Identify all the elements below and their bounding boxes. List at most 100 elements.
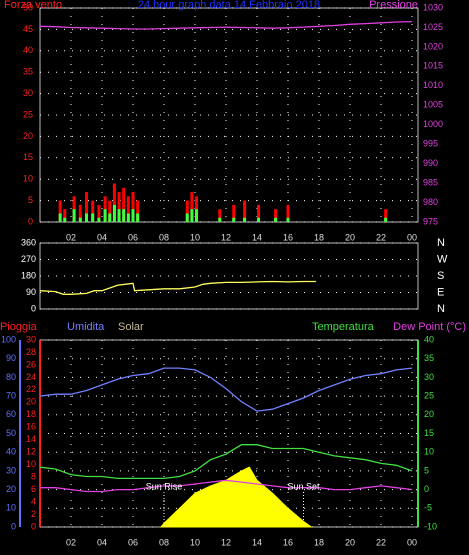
y-axis-title: Pioggia (0, 321, 38, 333)
y-tick-label: 22 (26, 384, 36, 394)
area (159, 466, 313, 528)
bar (117, 209, 121, 222)
x-tick-label: 18 (314, 232, 324, 242)
bar (218, 209, 222, 222)
y-tick-label: 1015 (423, 61, 443, 71)
bar (274, 209, 278, 222)
y-tick-label: 15 (424, 428, 434, 438)
y-tick-label: 20 (23, 131, 33, 141)
x-tick-label: 00 (407, 232, 417, 242)
y-tick-label: 0 (28, 216, 33, 226)
y-tick-label: 14 (26, 434, 36, 444)
x-tick-label: 20 (345, 232, 355, 242)
bar (185, 213, 189, 222)
y-tick-label: 35 (23, 67, 33, 77)
x-tick-label: 04 (97, 537, 107, 547)
y-tick-label: 26 (26, 359, 36, 369)
y-tick-label: 28 (26, 347, 36, 357)
y-tick-label: 180 (21, 270, 36, 280)
bar (218, 217, 222, 222)
bar (85, 213, 88, 222)
y-tick-label: 985 (423, 177, 438, 187)
x-tick-label: 18 (314, 537, 324, 547)
y-tick-label: 1010 (423, 80, 443, 90)
y-tick-label: 30 (424, 372, 434, 382)
bar (232, 217, 236, 222)
bar (126, 213, 130, 222)
y-tick-label: 5 (28, 195, 33, 205)
bar (243, 200, 247, 222)
legend-label: Solar (118, 321, 144, 333)
y-tick-label: 50 (23, 2, 33, 12)
y-tick-label: 18 (26, 409, 36, 419)
y-tick-label: 990 (423, 158, 438, 168)
bar (91, 213, 95, 222)
y-tick-label: 25 (424, 390, 434, 400)
y-tick-label: 70 (6, 390, 16, 400)
x-tick-label: 12 (221, 232, 231, 242)
y-tick-label: 10 (424, 447, 434, 457)
bar (243, 217, 247, 222)
y-tick-label: 0 (424, 484, 429, 494)
legend-label: Umidita (67, 321, 105, 333)
y-tick-label: 30 (23, 88, 33, 98)
bar (136, 200, 140, 222)
y-tick-label: E (437, 286, 444, 298)
bar (286, 204, 290, 222)
y-tick-label: 995 (423, 139, 438, 149)
line (39, 280, 316, 295)
bar (72, 209, 76, 222)
bar (108, 200, 112, 222)
x-tick-label: 14 (252, 232, 262, 242)
bar (286, 217, 290, 222)
y-tick-label: 10 (6, 503, 16, 513)
x-tick-label: 04 (97, 232, 107, 242)
y-tick-label: 4 (31, 496, 36, 506)
line (40, 479, 413, 493)
y-tick-label: -10 (424, 521, 437, 531)
legend-label: Temperatura (312, 321, 375, 333)
x-tick-label: 12 (221, 537, 231, 547)
annotation: Sun Set (287, 481, 320, 491)
y-tick-label: -5 (424, 503, 432, 513)
bar (195, 209, 199, 222)
y-tick-label: 40 (424, 334, 434, 344)
y-tick-label: W (437, 253, 448, 265)
bar (384, 217, 388, 222)
y-tick-label: 8 (31, 472, 36, 482)
bar (85, 192, 88, 222)
x-tick-label: 02 (66, 232, 76, 242)
x-tick-label: 08 (159, 537, 169, 547)
y-tick-label: 90 (6, 353, 16, 363)
bar (190, 209, 194, 222)
annotation: Sun Rise (146, 481, 183, 491)
x-tick-label: 16 (283, 537, 293, 547)
x-tick-label: 20 (345, 537, 355, 547)
line (39, 367, 413, 412)
y-tick-label: 100 (1, 334, 16, 344)
bar (122, 187, 126, 222)
y-tick-label: 0 (11, 521, 16, 531)
x-tick-label: 00 (407, 537, 417, 547)
y-tick-label: 30 (26, 334, 36, 344)
line (39, 20, 413, 30)
bar (122, 209, 126, 222)
bar (384, 209, 388, 222)
bar (103, 209, 107, 222)
x-tick-label: 22 (376, 537, 386, 547)
y-tick-label: 5 (424, 465, 429, 475)
y-tick-label: 1000 (423, 119, 443, 129)
bar (274, 217, 278, 222)
y-tick-label: 20 (424, 409, 434, 419)
y-tick-label: 45 (23, 24, 33, 34)
y2-axis-title: Pressione (369, 0, 418, 11)
x-tick-label: 02 (66, 537, 76, 547)
bar (131, 192, 135, 222)
x-tick-label: 06 (128, 537, 138, 547)
y-tick-label: 24 (26, 372, 36, 382)
y-tick-label: S (437, 270, 444, 282)
y-tick-label: 15 (23, 152, 33, 162)
y-tick-label: 16 (26, 422, 36, 432)
x-tick-label: 10 (190, 537, 200, 547)
y-tick-label: 25 (23, 109, 33, 119)
